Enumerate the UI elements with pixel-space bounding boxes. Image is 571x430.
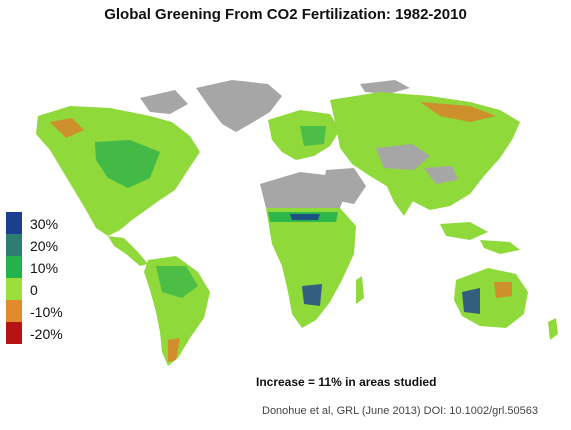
africa-sahara bbox=[260, 172, 346, 210]
australia-east-strong bbox=[462, 288, 480, 314]
greenland-landmass bbox=[196, 80, 282, 132]
south-america-forest bbox=[156, 266, 198, 298]
legend-label-30: 30% bbox=[30, 216, 59, 232]
legend-swatch-0 bbox=[6, 278, 22, 300]
australia-browning bbox=[494, 282, 512, 298]
north-america-forest bbox=[95, 140, 160, 188]
north-america-browning bbox=[50, 118, 84, 138]
legend-label-neg20: -20% bbox=[30, 326, 63, 342]
legend-swatch-20 bbox=[6, 234, 22, 256]
madagascar-landmass bbox=[356, 276, 364, 304]
southeast-asia-islands-2 bbox=[480, 240, 520, 254]
world-map bbox=[0, 60, 571, 370]
legend-label-0: 0 bbox=[30, 282, 38, 298]
world-map-svg bbox=[36, 80, 558, 366]
legend-swatch-30 bbox=[6, 212, 22, 234]
legend-label-10: 10% bbox=[30, 260, 59, 276]
africa-south-strong bbox=[302, 284, 322, 306]
africa-landmass bbox=[266, 208, 356, 328]
central-america-landmass bbox=[108, 236, 148, 266]
europe-forest bbox=[300, 126, 326, 146]
arctic-islands-2 bbox=[360, 80, 410, 94]
legend-label-20: 20% bbox=[30, 238, 59, 254]
asia-browning bbox=[420, 102, 496, 122]
southeast-asia-islands bbox=[440, 222, 488, 240]
new-zealand-landmass bbox=[548, 318, 558, 340]
legend-swatch-neg20 bbox=[6, 322, 22, 344]
legend-swatch-neg10 bbox=[6, 300, 22, 322]
arctic-islands bbox=[140, 90, 188, 114]
citation-text: Donohue et al, GRL (June 2013) DOI: 10.1… bbox=[262, 405, 538, 417]
legend-label-neg10: -10% bbox=[30, 304, 63, 320]
color-legend: 30% 20% 10% 0 -10% -20% bbox=[6, 212, 86, 367]
india-landmass bbox=[384, 178, 416, 216]
asia-desert bbox=[376, 144, 430, 170]
tibet-desert bbox=[424, 166, 458, 184]
increase-statistic: Increase = 11% in areas studied bbox=[256, 375, 437, 389]
legend-swatch-10 bbox=[6, 256, 22, 278]
africa-sahel-strong bbox=[290, 214, 320, 220]
asia-landmass bbox=[330, 92, 520, 210]
south-america-browning bbox=[168, 338, 180, 362]
map-title: Global Greening From CO2 Fertilization: … bbox=[104, 6, 467, 23]
